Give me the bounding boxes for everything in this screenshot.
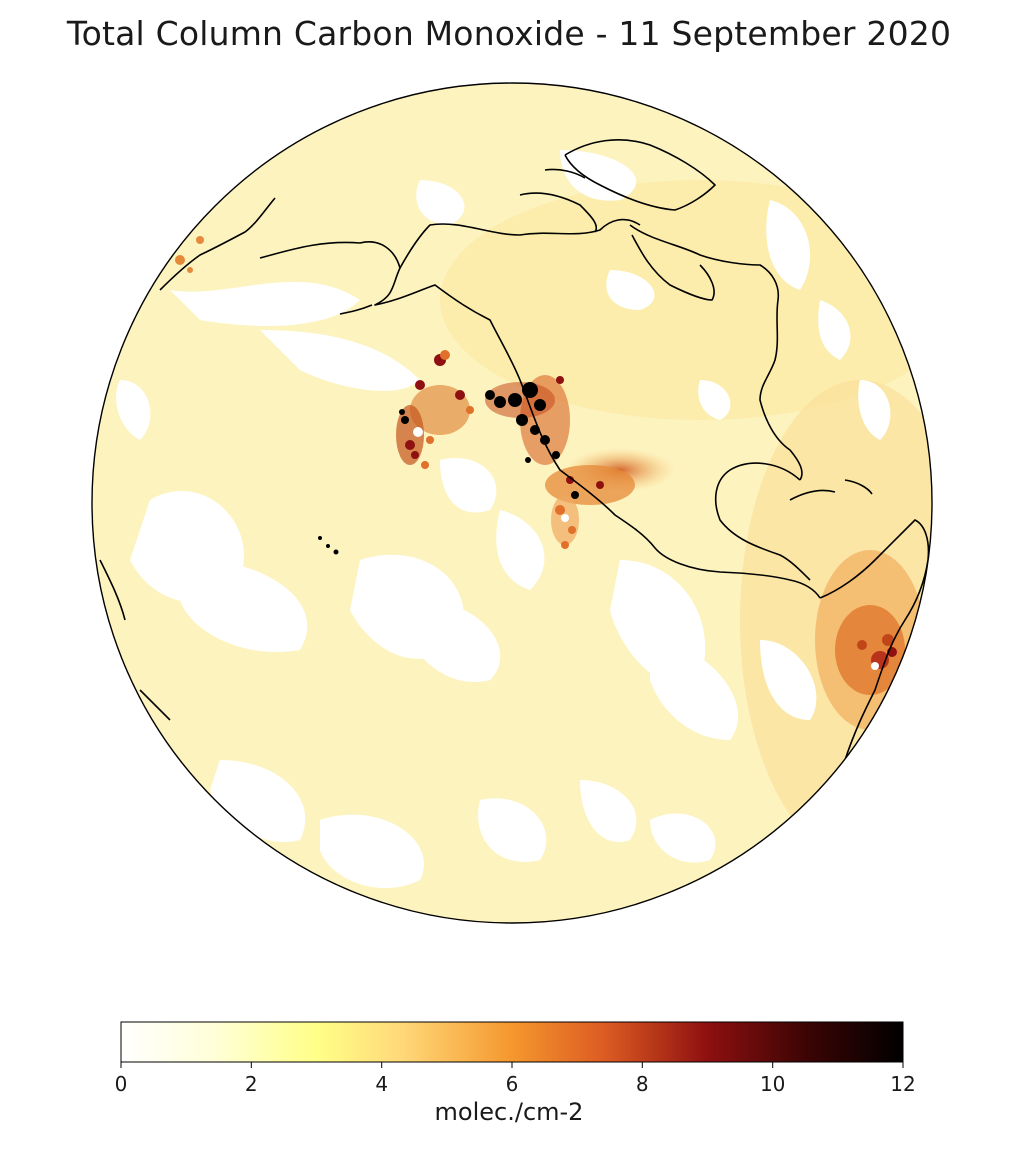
colorbar-tick-label: 4 bbox=[375, 1072, 389, 1096]
colorbar-tick-label: 10 bbox=[759, 1072, 786, 1096]
coastlines bbox=[99, 139, 930, 761]
colorbar-tick-label: 2 bbox=[244, 1072, 258, 1096]
globe-field bbox=[92, 83, 932, 923]
edge-co-spots bbox=[175, 236, 204, 273]
colorbar-tick-label: 12 bbox=[890, 1072, 916, 1096]
colorbar-label: molec./cm-2 bbox=[434, 1098, 584, 1126]
colorbar bbox=[120, 1021, 904, 1063]
hawaii-islands bbox=[318, 536, 339, 555]
colorbar-tick-label: 0 bbox=[114, 1072, 128, 1096]
globe-outline bbox=[91, 82, 933, 924]
no-data-gaps bbox=[116, 150, 891, 889]
colorbar-ticks bbox=[120, 1062, 904, 1068]
co-band-north bbox=[440, 180, 932, 420]
map-title: Total Column Carbon Monoxide - 11 Septem… bbox=[66, 14, 952, 53]
colorbar-tick-label: 8 bbox=[635, 1072, 649, 1096]
colorbar-tick-label: 6 bbox=[505, 1072, 519, 1096]
